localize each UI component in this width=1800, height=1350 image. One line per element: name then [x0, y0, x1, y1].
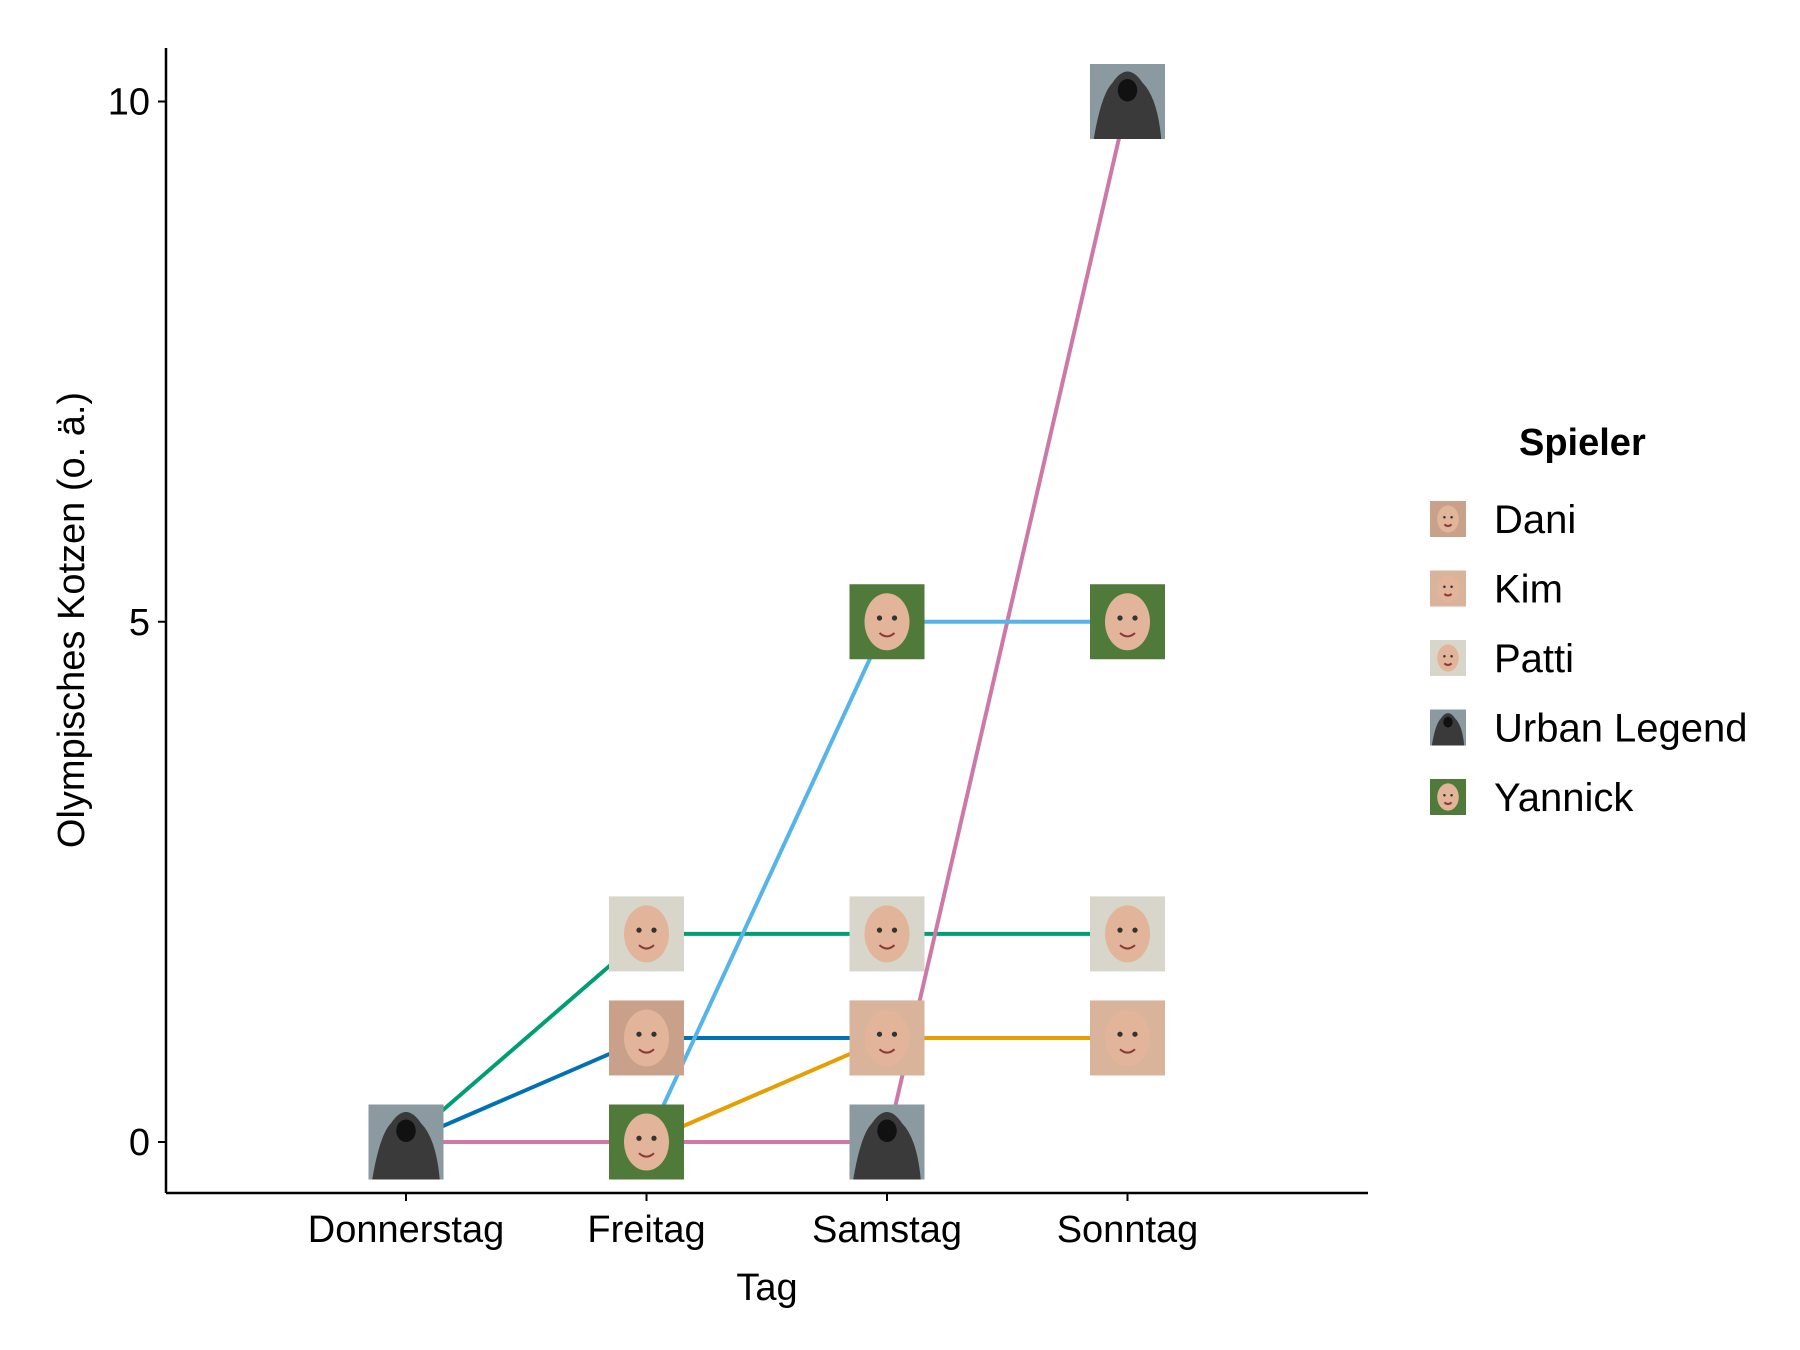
legend-key-icon	[1430, 709, 1466, 746]
data-point-dani	[609, 1000, 684, 1076]
data-point-patti	[849, 896, 925, 972]
data-point-yannick	[849, 584, 925, 660]
data-point-yannick	[1090, 584, 1165, 660]
legend-item-label: Yannick	[1494, 776, 1634, 820]
legend-key-icon	[1430, 779, 1466, 815]
y-axis-label: Olympisches Kotzen (o. ä.)	[51, 392, 93, 848]
data-point-patti	[1090, 896, 1165, 972]
x-axis-label: Tag	[736, 1267, 797, 1309]
x-tick-label: Sonntag	[1057, 1209, 1199, 1251]
data-point-urban-legend	[1090, 64, 1165, 139]
legend-key-icon	[1430, 640, 1466, 676]
data-point-urban-legend	[368, 1104, 444, 1180]
y-tick-label: 10	[108, 82, 150, 124]
y-tick-label: 0	[129, 1122, 150, 1164]
x-tick-label: Donnerstag	[308, 1209, 504, 1251]
data-point-urban-legend	[849, 1104, 925, 1180]
y-tick-label: 5	[129, 602, 150, 644]
legend-key-icon	[1430, 501, 1466, 537]
x-tick-label: Samstag	[812, 1209, 962, 1251]
x-tick-label: Freitag	[587, 1209, 705, 1251]
legend-item-label: Dani	[1494, 498, 1576, 542]
data-point-kim	[849, 1000, 925, 1076]
legend-item-label: Patti	[1494, 637, 1574, 681]
data-point-kim	[1090, 1000, 1165, 1076]
legend-item-label: Urban Legend	[1494, 707, 1748, 751]
series-line-patti	[404, 931, 1128, 1144]
legend: Dani Kim Patti Urban Legend Yannick	[1430, 498, 1748, 820]
data-point-patti	[609, 896, 684, 972]
legend-title: Spieler	[1519, 422, 1646, 464]
legend-key-icon	[1430, 570, 1466, 607]
legend-item-label: Kim	[1494, 568, 1563, 612]
data-point-yannick	[609, 1104, 684, 1180]
